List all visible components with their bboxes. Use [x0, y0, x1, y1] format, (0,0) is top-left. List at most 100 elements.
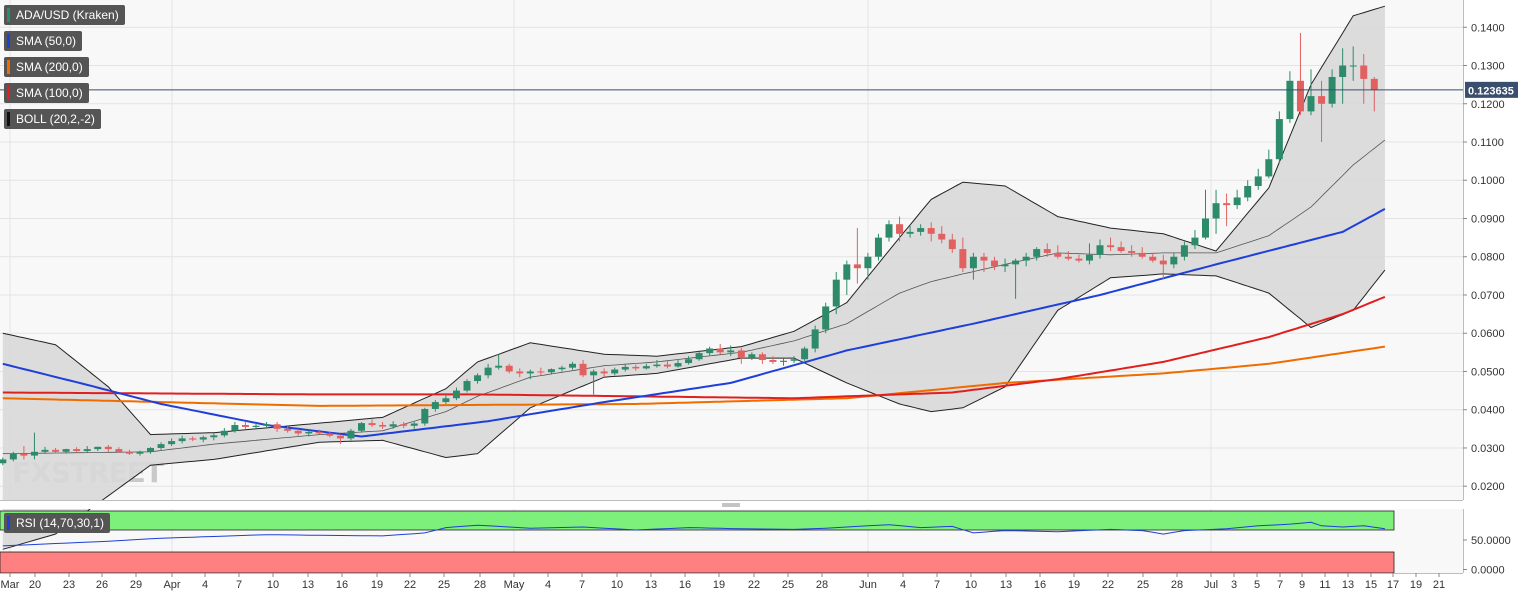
x-tick-label: 29	[130, 579, 142, 591]
candle-body	[147, 447, 154, 452]
x-tick-label: Jun	[859, 579, 877, 591]
candle-body	[305, 431, 313, 434]
x-tick-label: 4	[202, 579, 208, 591]
candle-body	[685, 359, 693, 364]
candle-body	[410, 423, 418, 426]
candle-body	[220, 430, 228, 436]
x-tick-label: 16	[1034, 579, 1046, 591]
candle-body	[136, 451, 144, 454]
candle-body	[938, 233, 946, 240]
x-tick-label: 28	[1171, 579, 1183, 591]
candle-body	[917, 228, 925, 232]
indicator-label-text: SMA (200,0)	[16, 60, 83, 74]
sma-line	[2, 295, 1386, 400]
candle-body	[790, 359, 798, 361]
candle-body	[336, 435, 344, 439]
indicator-label-sma100[interactable]: SMA (100,0)	[4, 83, 89, 103]
candle-body	[621, 366, 629, 370]
candle-body	[769, 360, 777, 362]
candle-body	[1138, 252, 1146, 257]
candle-body	[600, 371, 608, 374]
candle-body	[611, 369, 619, 374]
candle-body	[1275, 119, 1283, 160]
x-tick-label: 22	[748, 579, 760, 591]
candle-body	[558, 367, 566, 370]
candle-body	[801, 348, 809, 360]
symbol-label[interactable]: ADA/USD (Kraken)	[4, 5, 125, 25]
candle-body	[20, 453, 28, 456]
candle-body	[62, 449, 70, 452]
candle-body	[1064, 256, 1072, 259]
y-tick-label: 0.1100	[1471, 137, 1504, 149]
candle-body	[189, 438, 197, 440]
x-tick-label: 28	[816, 579, 828, 591]
rsi-y-tick-label: 0.0000	[1471, 565, 1505, 577]
candle-body	[1318, 96, 1326, 104]
x-tick-label: 22	[404, 579, 416, 591]
candle-body	[178, 438, 186, 442]
candle-body	[1128, 251, 1136, 253]
symbol-label-text: ADA/USD (Kraken)	[16, 8, 119, 22]
indicator-label-boll[interactable]: BOLL (20,2,-2)	[4, 109, 101, 129]
candle-body	[748, 354, 756, 359]
candle-body	[885, 224, 893, 238]
candle-body	[1360, 65, 1368, 79]
candle-body	[1033, 249, 1041, 257]
candle-body	[874, 237, 882, 257]
candle-body	[642, 366, 650, 369]
x-tick-label: Apr	[163, 579, 180, 591]
bollinger-upper-line	[2, 5, 1386, 436]
candle-body	[1339, 65, 1347, 77]
candle-body	[516, 371, 524, 374]
x-tick-label: 4	[545, 579, 551, 591]
indicator-label-sma50[interactable]: SMA (50,0)	[4, 31, 83, 51]
candle-body	[421, 408, 429, 424]
candle-body	[1096, 245, 1104, 255]
rsi-label[interactable]: RSI (14,70,30,1)	[4, 513, 111, 533]
candle-body	[484, 367, 492, 376]
candle-body	[400, 424, 408, 426]
candle-body	[1296, 80, 1304, 112]
candle-body	[906, 231, 914, 234]
candle-body	[758, 354, 766, 361]
candle-body	[157, 444, 165, 448]
candle-body	[73, 449, 81, 452]
rsi-oversold-zone	[0, 551, 1395, 574]
candle-body	[1012, 260, 1020, 265]
candle-body	[547, 369, 555, 373]
indicator-label-sma200[interactable]: SMA (200,0)	[4, 57, 89, 77]
candle-body	[1054, 252, 1062, 257]
x-tick-label: 19	[713, 579, 725, 591]
rsi-label-text: RSI (14,70,30,1)	[16, 516, 105, 530]
rsi-color-swatch	[7, 516, 10, 530]
candle-body	[969, 256, 977, 269]
x-tick-label: 25	[782, 579, 794, 591]
sma200-color-swatch	[7, 60, 10, 74]
y-tick-label: 0.0800	[1471, 252, 1505, 264]
candle-body	[52, 449, 60, 452]
x-tick-label: 15	[1365, 579, 1377, 591]
candle-body	[737, 350, 745, 359]
candle-body	[199, 437, 207, 440]
candle-body	[442, 398, 450, 403]
candle-body	[1307, 96, 1315, 112]
candle-body	[1075, 258, 1083, 261]
candle-body	[1022, 256, 1030, 261]
candle-body	[706, 348, 714, 354]
candle-body	[896, 224, 904, 234]
candle-body	[168, 441, 176, 445]
candle-body	[1223, 203, 1231, 206]
y-tick-label: 0.0900	[1471, 213, 1505, 225]
y-tick-label: 0.0400	[1471, 405, 1505, 417]
candle-body	[358, 423, 365, 431]
y-tick-label: 0.1300	[1471, 61, 1505, 73]
candle-body	[1349, 65, 1357, 67]
x-tick-label: 19	[1068, 579, 1080, 591]
x-tick-label: 3	[1231, 579, 1237, 591]
bollinger-lower-line	[2, 269, 1386, 550]
candle-body	[822, 306, 830, 330]
candle-body	[347, 430, 355, 439]
y-tick-label: 0.0700	[1471, 290, 1505, 302]
x-tick-label: 19	[371, 579, 383, 591]
